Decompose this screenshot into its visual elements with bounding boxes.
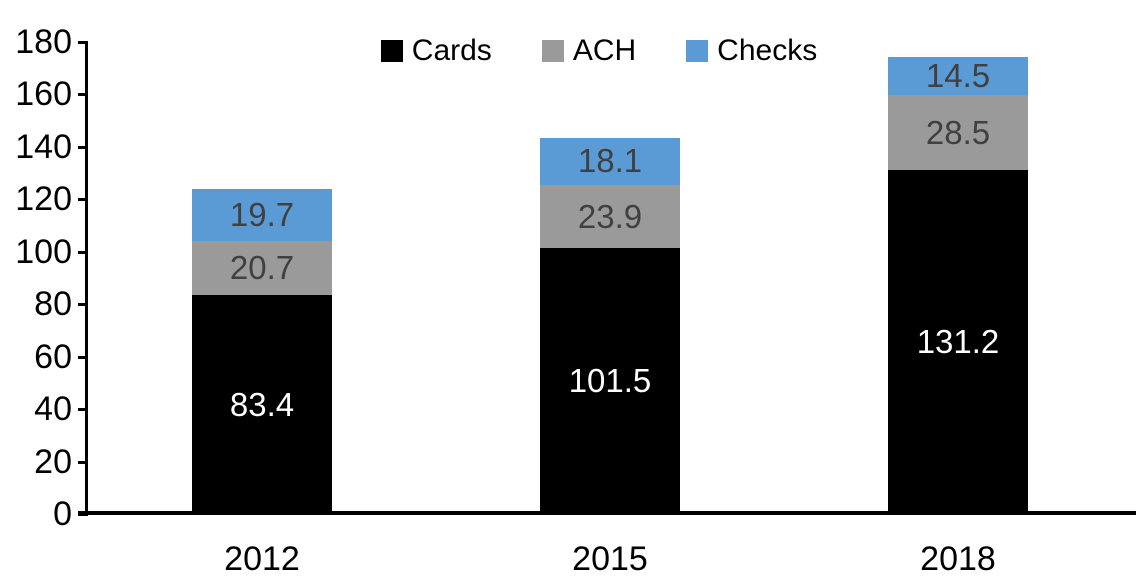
y-axis-tick-mark	[78, 303, 88, 306]
bar-segment-ach-2012: 20.7	[192, 241, 332, 296]
y-axis-tick-label: 60	[34, 338, 72, 376]
y-axis-tick-mark	[78, 251, 88, 254]
y-axis-tick-label: 100	[15, 233, 72, 271]
bar-value-label: 20.7	[229, 249, 295, 287]
bar-value-label: 18.1	[577, 142, 643, 180]
y-axis-tick-label: 160	[15, 75, 72, 113]
bar-segment-checks-2012: 19.7	[192, 189, 332, 242]
bar-value-label: 131.2	[916, 322, 1000, 360]
legend-swatch-cards-icon	[380, 40, 403, 62]
y-axis-tick-label: 120	[15, 180, 72, 218]
legend-swatch-ach-icon	[541, 40, 564, 62]
bar-value-label: 23.9	[577, 197, 643, 235]
y-axis-tick-mark	[78, 41, 88, 44]
y-axis-tick-mark	[78, 356, 88, 359]
legend-label: Checks	[717, 34, 818, 67]
y-axis-tick-mark	[78, 198, 88, 201]
chart-legend: Cards ACH Checks	[0, 36, 1136, 66]
y-axis-tick-mark	[78, 146, 88, 149]
y-axis-tick-label: 0	[53, 495, 72, 533]
bar-segment-cards-2012: 83.4	[192, 295, 332, 514]
y-axis-tick-mark	[78, 461, 88, 464]
x-axis-label-2012: 2012	[224, 540, 300, 578]
bar-segment-cards-2018: 131.2	[888, 169, 1028, 514]
bar-value-label: 28.5	[925, 113, 991, 151]
bar-segment-checks-2015: 18.1	[540, 137, 680, 186]
y-axis-tick-label: 40	[34, 390, 72, 428]
x-axis-label-2015: 2015	[572, 540, 648, 578]
bar-value-label: 19.7	[229, 196, 295, 234]
bar-segment-cards-2015: 101.5	[540, 247, 680, 514]
y-axis-tick-label: 80	[34, 285, 72, 323]
x-axis-label-2018: 2018	[920, 540, 996, 578]
legend-label: ACH	[572, 34, 637, 67]
legend-label: Cards	[411, 34, 492, 67]
y-axis-tick-mark	[78, 408, 88, 411]
y-axis-tick-label: 20	[34, 443, 72, 481]
legend-item-ach: ACH	[541, 34, 637, 67]
x-axis-line	[78, 511, 1136, 515]
bar-segment-ach-2015: 23.9	[540, 185, 680, 248]
y-axis-tick-label: 140	[15, 128, 72, 166]
y-axis-tick-label: 180	[15, 23, 72, 61]
legend-swatch-checks-icon	[686, 40, 709, 62]
y-axis-line	[85, 42, 88, 515]
bar-value-label: 83.4	[229, 385, 295, 423]
bar-value-label: 101.5	[568, 361, 652, 399]
bar-segment-ach-2018: 28.5	[888, 95, 1028, 170]
bar-segment-checks-2018: 14.5	[888, 57, 1028, 96]
y-axis-tick-mark	[78, 93, 88, 96]
legend-item-cards: Cards	[380, 34, 492, 67]
legend-item-checks: Checks	[686, 36, 817, 66]
bar-value-label: 14.5	[925, 57, 991, 95]
